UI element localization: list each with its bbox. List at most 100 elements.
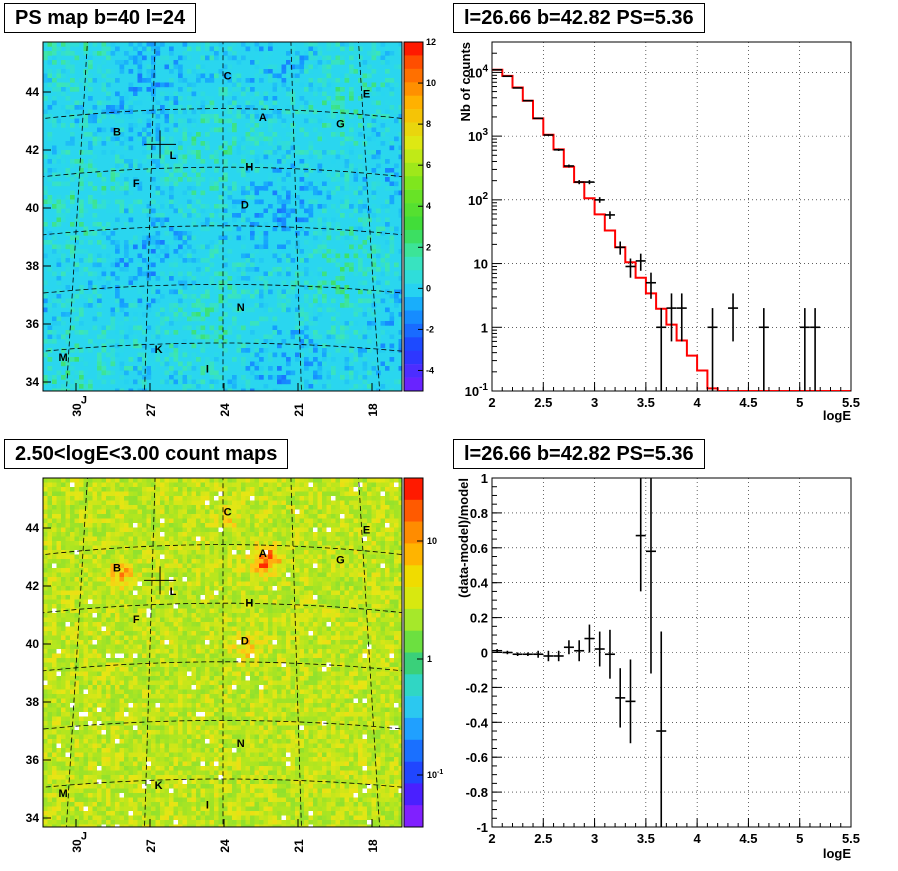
map-pixel	[115, 500, 120, 506]
colorbar-segment	[404, 243, 423, 257]
map-pixel	[56, 91, 62, 97]
map-pixel	[398, 145, 402, 151]
map-pixel	[389, 496, 395, 501]
map-pixel	[389, 541, 395, 546]
map-pixel	[331, 100, 336, 106]
map-pixel	[385, 572, 390, 578]
map-pixel	[196, 496, 201, 501]
map-pixel	[268, 559, 273, 564]
map-pixel	[214, 339, 219, 344]
map-pixel	[173, 91, 179, 97]
map-pixel	[205, 491, 210, 497]
map-pixel	[146, 226, 152, 232]
map-pixel	[385, 253, 390, 259]
map-pixel	[142, 235, 147, 241]
map-pixel	[196, 181, 201, 187]
map-pixel	[218, 298, 224, 304]
map-pixel	[56, 590, 62, 596]
map-pixel	[313, 46, 318, 52]
map-pixel	[308, 559, 314, 564]
map-pixel	[241, 357, 246, 362]
map-pixel	[353, 559, 359, 564]
map-pixel	[97, 541, 102, 546]
map-pixel	[191, 82, 197, 88]
map-pixel	[389, 523, 395, 528]
map-pixel	[362, 545, 368, 551]
map-pixel	[398, 379, 402, 385]
map-parallel	[43, 342, 402, 352]
map-pixel	[290, 482, 296, 488]
map-pixel	[367, 240, 372, 245]
map-pixel	[385, 514, 390, 519]
map-pixel	[128, 208, 134, 214]
map-pixel	[299, 321, 305, 326]
map-pixel	[115, 136, 120, 142]
map-pixel	[65, 181, 71, 187]
map-pixel	[340, 550, 345, 555]
map-pixel	[245, 348, 251, 353]
map-pixel	[398, 330, 402, 335]
map-pixel	[308, 478, 314, 483]
map-pixel	[218, 253, 224, 259]
map-pixel	[133, 509, 138, 515]
map-pixel	[241, 375, 246, 380]
map-pixel	[187, 536, 192, 542]
map-pixel	[353, 109, 359, 115]
map-pixel	[277, 303, 282, 308]
map-pixel	[223, 388, 228, 391]
map-pixel	[263, 536, 269, 542]
map-pixel	[97, 500, 102, 506]
map-pixel	[272, 491, 278, 497]
map-pixel	[317, 46, 323, 52]
map-pixel	[263, 348, 269, 353]
map-pixel	[326, 190, 332, 196]
map-pixel	[47, 514, 53, 519]
map-pixel	[187, 491, 192, 497]
map-pixel	[187, 186, 192, 191]
map-pixel	[155, 505, 161, 510]
map-pixel	[232, 590, 237, 596]
map-pixel	[371, 590, 377, 596]
map-pixel	[88, 482, 93, 488]
map-pixel	[92, 500, 98, 506]
map-pixel	[385, 199, 390, 205]
map-pixel	[223, 514, 228, 519]
map-pixel	[281, 595, 287, 600]
map-pixel	[331, 204, 336, 209]
map-pixel	[322, 343, 327, 349]
map-pixel	[263, 339, 269, 344]
map-pixel	[205, 545, 210, 551]
map-pixel	[295, 491, 300, 497]
map-pixel	[209, 545, 215, 551]
map-pixel	[214, 482, 219, 488]
map-pixel	[119, 505, 125, 510]
map-pixel	[65, 357, 71, 362]
map-pixel	[250, 258, 255, 263]
map-pixel	[281, 339, 287, 344]
map-pixel	[56, 195, 62, 200]
map-pixel	[340, 563, 345, 569]
map-pixel	[281, 64, 287, 70]
map-pixel	[340, 518, 345, 524]
colorbar-tick-label: 2	[426, 242, 431, 252]
map-pixel	[106, 478, 111, 483]
map-pixel	[214, 505, 219, 510]
map-pixel	[74, 514, 80, 519]
map-pixel	[79, 60, 84, 65]
map-pixel	[223, 114, 228, 119]
map-pixel	[304, 339, 309, 344]
map-pixel	[214, 357, 219, 362]
map-pixel	[209, 361, 215, 367]
map-pixel	[182, 505, 188, 510]
map-pixel	[56, 559, 62, 564]
map-pixel	[304, 118, 309, 124]
map-pixel	[227, 73, 233, 79]
map-pixel	[209, 168, 215, 173]
map-y-tick-label: 36	[26, 317, 40, 331]
map-pixel	[106, 487, 111, 492]
map-pixel	[151, 518, 156, 524]
map-pixel	[92, 168, 98, 173]
map-pixel	[142, 244, 147, 250]
map-pixel	[394, 181, 399, 187]
map-pixel	[164, 370, 170, 376]
